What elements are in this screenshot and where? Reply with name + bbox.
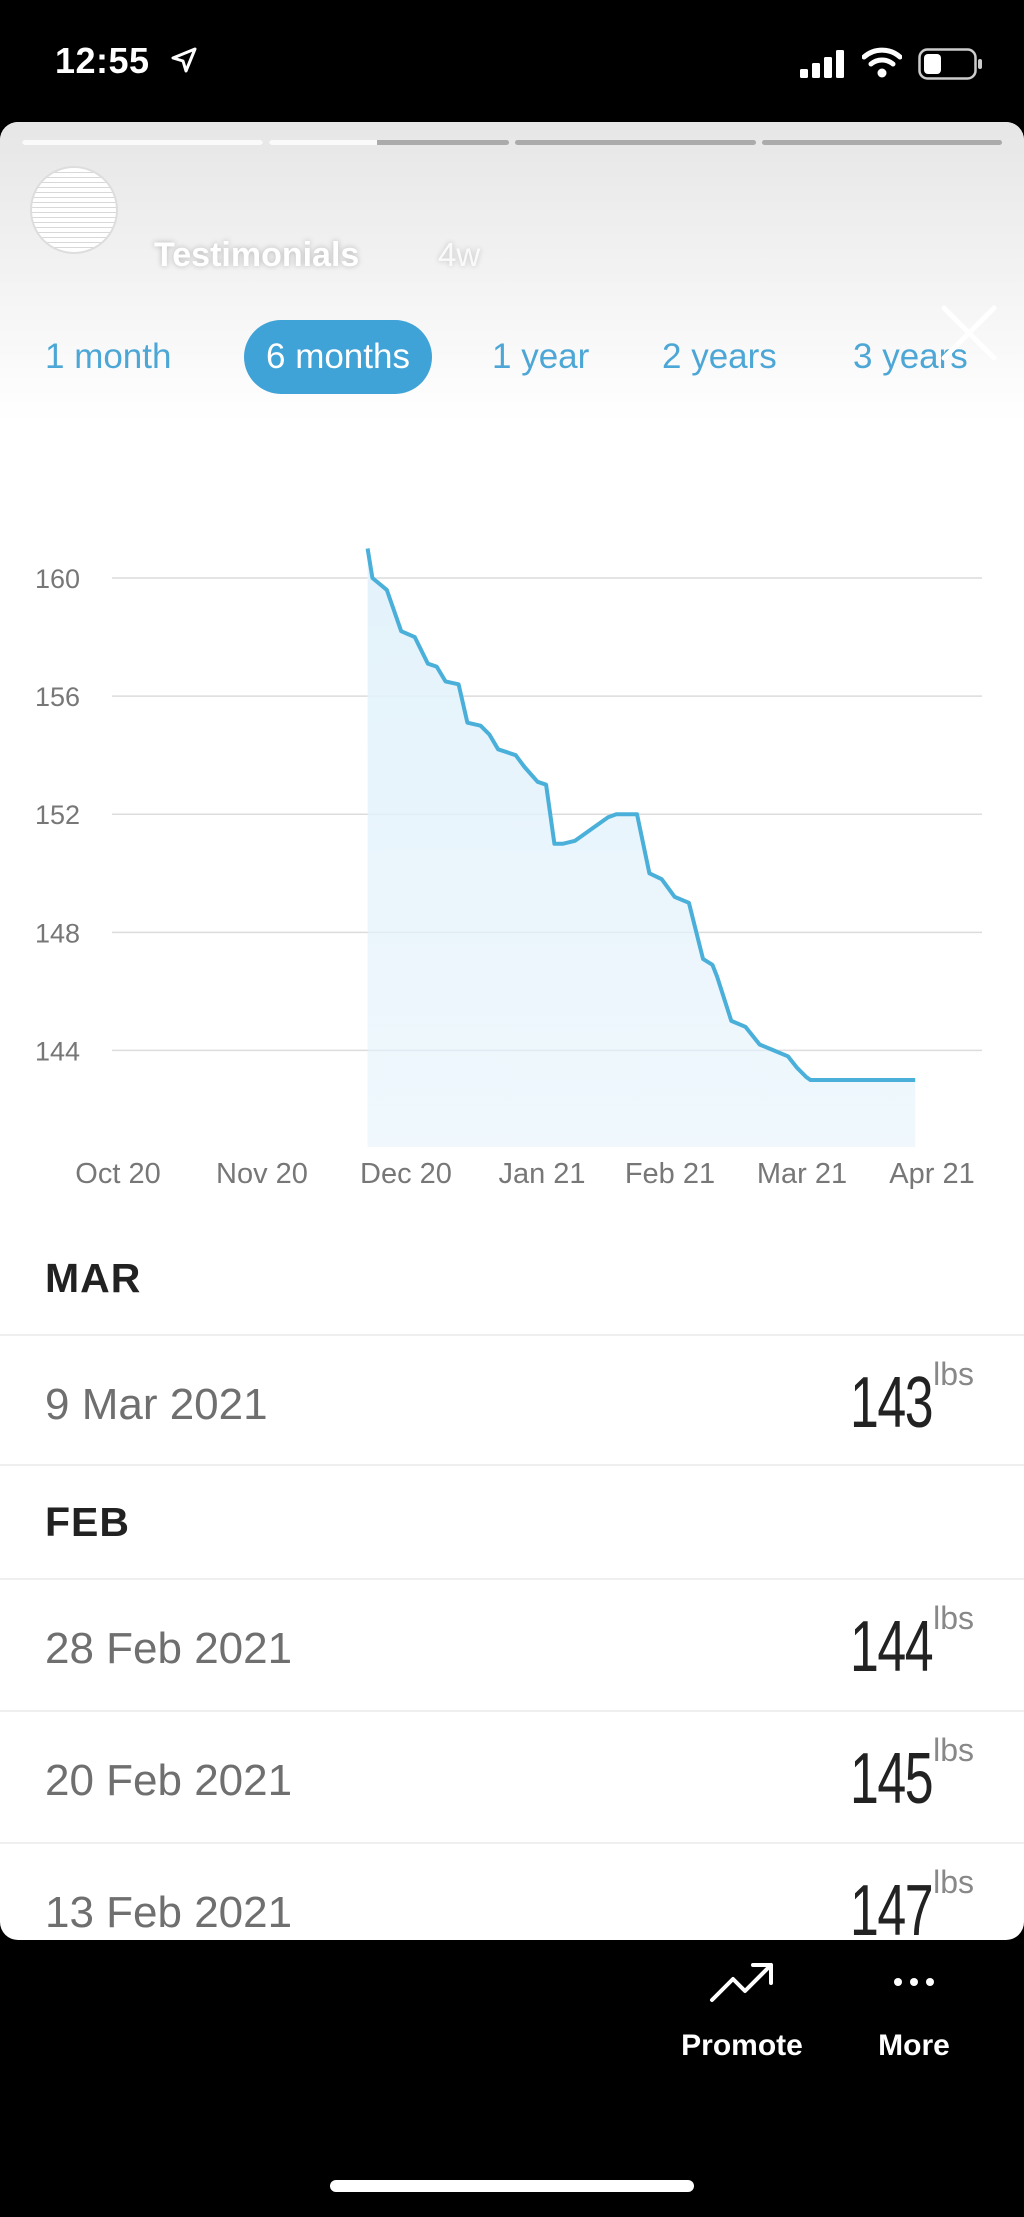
- entry-date: 28 Feb 2021: [45, 1624, 293, 1673]
- y-tick-label: 144: [35, 1036, 80, 1066]
- y-tick-label: 148: [35, 918, 80, 948]
- story-progress-segment: [268, 140, 509, 145]
- month-group: MAR 9 Mar 2021 143 lbs: [0, 1222, 1024, 1466]
- list-item[interactable]: 28 Feb 2021 144 lbs: [0, 1578, 1024, 1710]
- wifi-icon: [862, 47, 902, 78]
- entry-date: 20 Feb 2021: [45, 1756, 293, 1805]
- entry-weight-value: 143: [849, 1363, 934, 1443]
- more-label: More: [878, 2029, 950, 2062]
- close-icon[interactable]: [940, 304, 998, 362]
- story-progress-bars: [22, 140, 1002, 146]
- battery-icon: [918, 48, 982, 80]
- month-header: MAR: [45, 1254, 142, 1301]
- entry-weight-value: 145: [849, 1739, 934, 1819]
- entry-date: 13 Feb 2021: [45, 1888, 293, 1937]
- x-tick-label: Apr 21: [889, 1158, 974, 1190]
- entry-weight-unit: lbs: [933, 1732, 974, 1768]
- bottom-actions: Promote More: [0, 1960, 1024, 2120]
- story-progress-segment: [515, 140, 756, 145]
- list-item[interactable]: 9 Mar 2021 143 lbs: [0, 1334, 1024, 1466]
- range-tab-1-year[interactable]: 1 year: [492, 337, 590, 376]
- story-card: 1 month 6 months 1 year 2 years 3 years Test…: [0, 122, 1024, 1940]
- weight-entries-list: MAR 9 Mar 2021 143 lbs FEB 28 Feb 2021 144 lbs 2…: [0, 1222, 1024, 1940]
- avatar[interactable]: [30, 166, 118, 254]
- story-progress-segment: [22, 140, 263, 145]
- story-progress-fill: [22, 140, 263, 145]
- more-button[interactable]: More: [862, 1960, 966, 2063]
- series-line: [365, 548, 916, 1082]
- location-arrow-icon: [171, 47, 197, 73]
- month-group: FEB 28 Feb 2021 144 lbs 20 Feb 2021 145 lbs 13 …: [0, 1466, 1024, 1940]
- x-tick-label: Nov 20: [216, 1158, 308, 1190]
- header-gradient: [0, 122, 1024, 422]
- status-bar: 12:55: [0, 0, 1024, 120]
- y-tick-label: 152: [35, 800, 80, 830]
- entry-weight-value: 147: [849, 1871, 934, 1940]
- promote-label: Promote: [681, 2029, 803, 2062]
- status-time: 12:55: [55, 40, 150, 81]
- range-tab-2-years[interactable]: 2 years: [662, 337, 777, 376]
- home-indicator[interactable]: [330, 2180, 694, 2192]
- x-tick-label: Feb 21: [625, 1158, 715, 1190]
- entry-date: 9 Mar 2021: [45, 1380, 268, 1429]
- x-tick-label: Mar 21: [757, 1158, 847, 1190]
- month-header: FEB: [45, 1498, 130, 1545]
- promote-button[interactable]: Promote: [668, 1960, 816, 2063]
- trending-up-icon: [710, 1963, 773, 2002]
- entry-weight-unit: lbs: [933, 1600, 974, 1636]
- range-tab-6-months[interactable]: 6 months: [244, 320, 432, 394]
- story-age: 4w: [438, 236, 481, 273]
- entry-weight-unit: lbs: [933, 1864, 974, 1900]
- list-item[interactable]: 13 Feb 2021 147 lbs: [0, 1842, 1024, 1940]
- series-area: [367, 548, 916, 1147]
- range-tab-1-month[interactable]: 1 month: [45, 337, 172, 376]
- entry-weight-unit: lbs: [933, 1356, 974, 1392]
- story-progress-fill: [268, 140, 377, 145]
- y-tick-label: 156: [35, 682, 80, 712]
- range-tabs: 1 month 6 months 1 year 2 years 3 years: [0, 320, 1024, 400]
- story-account-name[interactable]: Testimonials: [154, 236, 360, 274]
- x-tick-label: Dec 20: [360, 1158, 452, 1190]
- x-tick-label: Jan 21: [498, 1158, 585, 1190]
- cellular-signal-icon: [800, 50, 844, 78]
- weight-chart: 160 156 152 148 144 Oct 20 Nov 20 Dec 20 Jan 21 F…: [35, 548, 982, 1190]
- list-item[interactable]: 20 Feb 2021 145 lbs: [0, 1710, 1024, 1842]
- story-progress-segment: [761, 140, 1002, 145]
- entry-weight-value: 144: [849, 1607, 934, 1687]
- more-dots-icon: [894, 1978, 934, 1986]
- x-tick-label: Oct 20: [75, 1158, 160, 1190]
- y-tick-label: 160: [35, 564, 80, 594]
